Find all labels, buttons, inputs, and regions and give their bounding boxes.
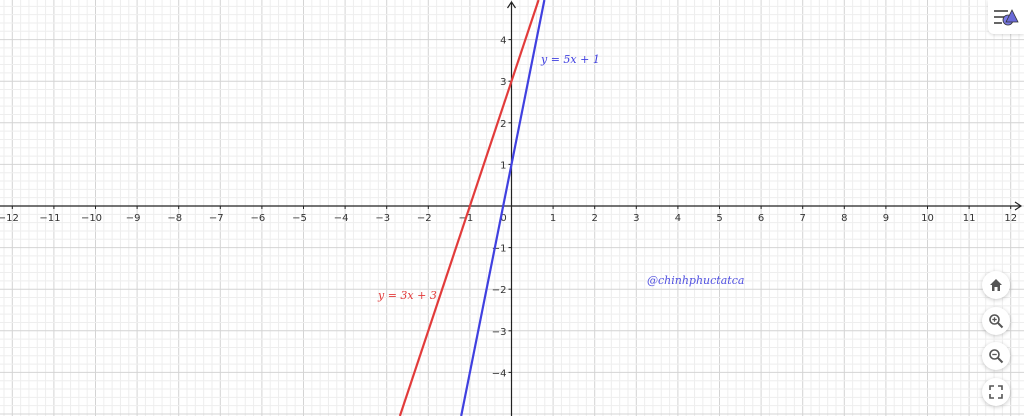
- x-tick-label: −9: [126, 213, 141, 224]
- y-tick-label: −1: [492, 244, 507, 255]
- y-tick-label: −4: [492, 368, 507, 379]
- x-tick-label: 7: [800, 213, 806, 224]
- x-tick-label: −7: [209, 213, 224, 224]
- y-tick-label: −3: [492, 327, 507, 338]
- x-tick-label: 4: [675, 213, 681, 224]
- zoom-in-icon: [989, 314, 1004, 329]
- home-icon: [990, 279, 1002, 291]
- x-tick-label: −8: [167, 213, 182, 224]
- zoom-out-button[interactable]: [982, 342, 1010, 370]
- algebra-menu-icon: [994, 9, 1019, 26]
- equation-label-red: y = 3x + 3: [377, 289, 437, 302]
- function-line-1: [460, 0, 546, 416]
- x-tick-label: −11: [39, 213, 60, 224]
- x-tick-label: 5: [716, 213, 722, 224]
- x-axis-arrow: [1014, 201, 1023, 211]
- x-tick-label: 2: [592, 213, 598, 224]
- x-tick-label: −5: [292, 213, 307, 224]
- zoom-in-button[interactable]: [982, 307, 1010, 335]
- fullscreen-icon: [989, 385, 1003, 399]
- fullscreen-button[interactable]: [982, 378, 1010, 406]
- equation-label-blue: y = 5x + 1: [540, 53, 600, 66]
- x-tick-label: 3: [633, 213, 639, 224]
- x-tick-label: 1: [550, 213, 556, 224]
- function-line-0: [398, 0, 540, 416]
- x-tick-label: 10: [921, 213, 934, 224]
- x-tick-label: 6: [758, 213, 764, 224]
- x-tick-label: 9: [883, 213, 889, 224]
- x-tick-label: 12: [1004, 213, 1017, 224]
- y-tick-label: 4: [500, 36, 506, 47]
- x-tick-label: −2: [417, 213, 432, 224]
- home-button[interactable]: [982, 271, 1010, 299]
- x-tick-label: −10: [81, 213, 102, 224]
- x-tick-label: 0: [500, 213, 506, 224]
- y-axis-arrow: [507, 0, 516, 9]
- function-lines: [398, 0, 546, 416]
- watermark: @chinhphuctatca: [647, 274, 745, 287]
- x-tick-label: −4: [334, 213, 349, 224]
- x-tick-label: −6: [251, 213, 266, 224]
- zoom-out-icon: [989, 349, 1004, 364]
- x-tick-label: −3: [375, 213, 390, 224]
- algebra-menu-button[interactable]: [988, 0, 1024, 34]
- y-tick-label: 2: [500, 119, 506, 130]
- x-tick-label: 11: [963, 213, 976, 224]
- x-tick-label: 8: [841, 213, 847, 224]
- x-tick-label: −12: [0, 213, 19, 224]
- y-tick-label: −2: [492, 285, 507, 296]
- tick-labels: −12−11−10−9−8−7−6−5−4−3−2−10123456789101…: [0, 36, 1017, 380]
- y-tick-label: 1: [500, 160, 506, 171]
- y-tick-label: 3: [500, 77, 506, 88]
